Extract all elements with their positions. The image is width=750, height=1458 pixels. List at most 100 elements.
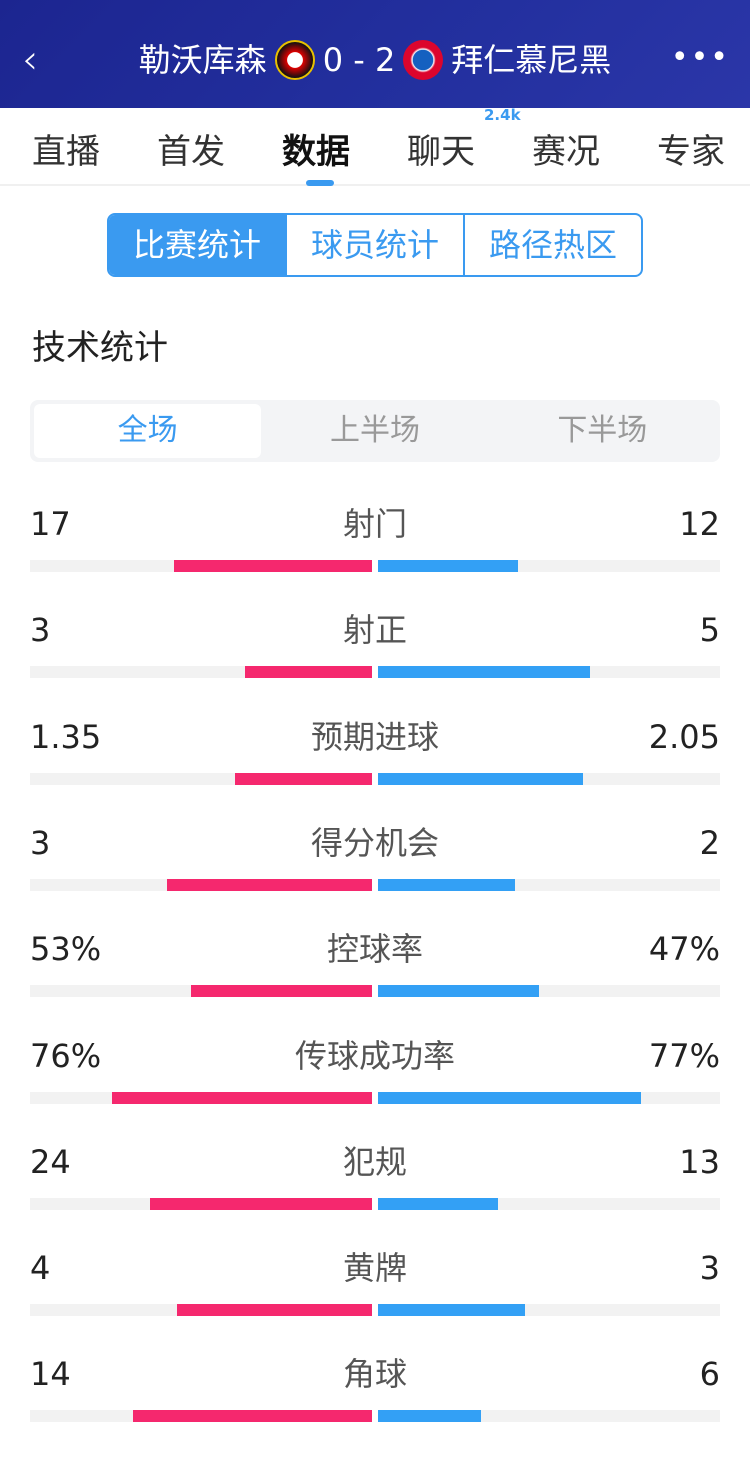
stat-row: 53% 控球率 47% — [30, 925, 720, 1031]
stat-row: 1.35 预期进球 2.05 — [30, 713, 720, 819]
stats-type-switch: 比赛统计 球员统计 路径热区 — [107, 213, 643, 277]
home-bar-track — [30, 560, 372, 572]
stat-row: 3 得分机会 2 — [30, 819, 720, 925]
away-bar-track — [378, 1197, 720, 1210]
home-bar-fill — [235, 772, 372, 785]
home-bar-fill — [177, 1304, 372, 1317]
home-team-name: 勒沃库森 — [138, 41, 267, 79]
chat-count-badge: 2.4k — [484, 106, 521, 124]
period-first-half[interactable]: 上半场 — [329, 413, 420, 448]
home-bar-fill — [173, 560, 372, 572]
stat-row: 4 黄牌 3 — [30, 1244, 720, 1350]
stat-row: 76% 传球成功率 77% — [30, 1032, 720, 1138]
stat-name: 黄牌 — [342, 1249, 407, 1288]
away-value: 2.05 — [648, 717, 720, 756]
tab-bar: 直播 首发 数据 聊天 2.4k 赛况 专家 — [0, 106, 750, 186]
away-bar-track — [378, 772, 720, 785]
home-bar-fill — [149, 1197, 372, 1210]
tab-live[interactable]: 直播 — [32, 132, 100, 172]
stat-name: 犯规 — [342, 1142, 407, 1181]
away-bar-track — [378, 1410, 720, 1423]
tab-experts[interactable]: 专家 — [657, 132, 725, 172]
home-bar-fill — [132, 1410, 372, 1423]
home-value: 24 — [30, 1142, 71, 1181]
leverkusen-logo-icon — [274, 40, 315, 80]
away-value: 5 — [699, 611, 720, 650]
away-value: 13 — [679, 1142, 720, 1181]
active-tab-indicator — [306, 180, 334, 186]
away-bar-fill — [378, 1410, 481, 1423]
away-bar-fill — [378, 878, 515, 891]
away-bar-track — [378, 1091, 720, 1104]
home-value: 14 — [30, 1355, 71, 1394]
away-value: 6 — [699, 1355, 720, 1394]
home-value: 76% — [30, 1036, 102, 1075]
tab-events[interactable]: 赛况 — [532, 132, 600, 172]
period-second-half[interactable]: 下半场 — [557, 413, 648, 448]
away-bar-fill — [378, 1197, 498, 1210]
stat-name: 传球成功率 — [294, 1036, 455, 1075]
away-bar-track — [378, 985, 720, 998]
home-value: 4 — [30, 1249, 51, 1288]
away-bar-fill — [378, 985, 539, 998]
away-bar-fill — [378, 560, 519, 572]
segment-heatmap[interactable]: 路径热区 — [463, 215, 641, 275]
match-title: 勒沃库森 0 - 2 拜仁慕尼黑 — [0, 36, 750, 84]
home-bar-track — [30, 772, 372, 785]
stat-name: 射门 — [342, 505, 407, 543]
home-bar-track — [30, 878, 372, 891]
home-bar-fill — [245, 666, 372, 679]
stat-row: 24 犯规 13 — [30, 1138, 720, 1244]
away-value: 3 — [699, 1249, 720, 1288]
period-switch: 全场 上半场 下半场 — [30, 400, 720, 462]
stat-row: 14 角球 6 — [30, 1350, 720, 1456]
away-value: 2 — [699, 823, 720, 862]
home-value: 1.35 — [30, 717, 102, 756]
away-bar-fill — [378, 666, 591, 679]
away-bar-track — [378, 560, 720, 572]
tab-data[interactable]: 数据 — [282, 124, 350, 186]
more-icon[interactable]: ••• — [670, 40, 730, 75]
away-bar-track — [378, 1304, 720, 1317]
segment-player-stats[interactable]: 球员统计 — [285, 215, 463, 275]
away-team-name: 拜仁慕尼黑 — [451, 41, 612, 79]
section-title: 技术统计 — [32, 328, 168, 368]
stat-row: 3 射正 5 — [30, 606, 720, 712]
match-header: ‹ 勒沃库森 0 - 2 拜仁慕尼黑 ••• — [0, 0, 750, 108]
away-bar-fill — [378, 772, 584, 785]
home-bar-track — [30, 985, 372, 998]
tab-chat[interactable]: 聊天 — [407, 132, 475, 172]
away-value: 12 — [679, 505, 720, 543]
tab-data-label: 数据 — [282, 132, 350, 172]
away-value: 77% — [648, 1036, 720, 1075]
away-bar-track — [378, 878, 720, 891]
home-value: 53% — [30, 930, 102, 969]
home-value: 3 — [30, 823, 51, 862]
stat-name: 预期进球 — [310, 717, 439, 756]
segment-match-stats[interactable]: 比赛统计 — [109, 215, 285, 275]
tab-lineup[interactable]: 首发 — [157, 132, 225, 172]
back-button[interactable]: ‹ — [22, 37, 38, 83]
home-bar-track — [30, 666, 372, 679]
away-value: 47% — [648, 930, 720, 969]
stat-name: 控球率 — [326, 930, 423, 969]
home-bar-fill — [190, 985, 372, 998]
home-value: 3 — [30, 611, 51, 650]
away-bar-track — [378, 666, 720, 679]
home-bar-track — [30, 1091, 372, 1104]
home-bar-fill — [166, 878, 372, 891]
stat-name: 射正 — [342, 611, 407, 650]
home-bar-track — [30, 1304, 372, 1317]
stat-name: 角球 — [342, 1355, 407, 1394]
score: 0 - 2 — [322, 41, 396, 79]
bayern-logo-icon — [403, 40, 444, 80]
away-bar-fill — [378, 1091, 642, 1104]
home-bar-fill — [112, 1091, 372, 1104]
stat-row: 17 射门 12 — [30, 500, 720, 606]
stat-name: 得分机会 — [310, 823, 439, 862]
away-bar-fill — [378, 1304, 526, 1317]
home-bar-track — [30, 1410, 372, 1423]
home-value: 17 — [30, 505, 71, 543]
home-bar-track — [30, 1197, 372, 1210]
period-full[interactable]: 全场 — [34, 404, 262, 458]
